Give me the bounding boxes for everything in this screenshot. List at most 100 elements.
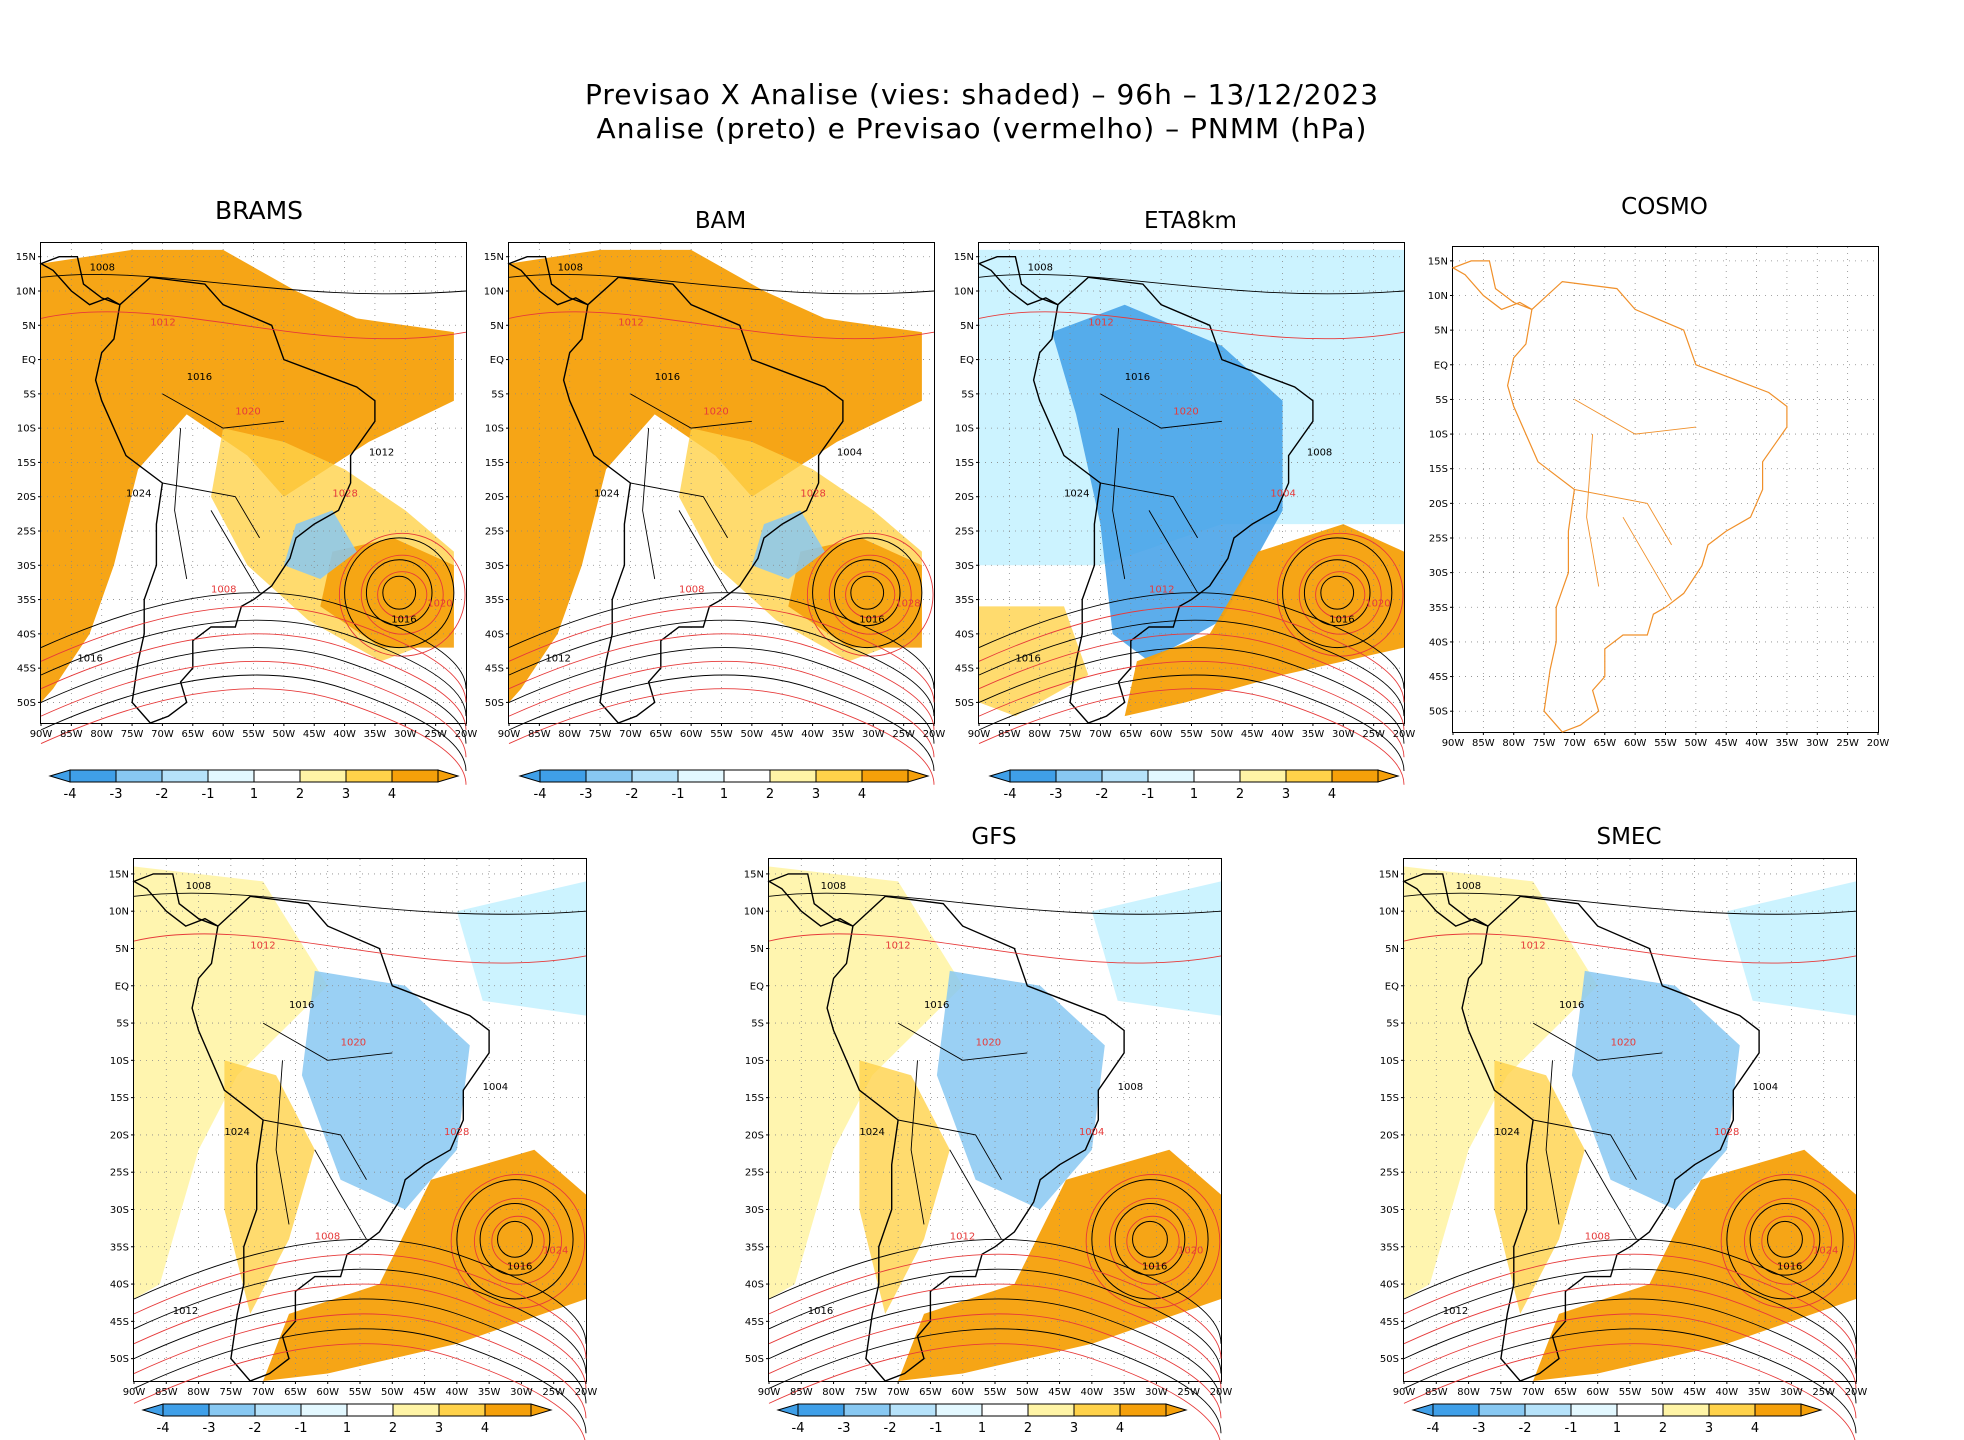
forecast-contour — [360, 554, 444, 635]
colorbar-segment — [207, 769, 255, 783]
analysis-contour — [1403, 892, 1857, 915]
bias-area — [859, 1060, 950, 1314]
x-tick-label: 45W — [413, 1387, 436, 1398]
y-tick-label: 25S — [485, 527, 504, 538]
colorbar-segment — [1055, 769, 1103, 783]
x-tick-label: 85W — [1472, 738, 1495, 749]
colorbar-label: -2 — [249, 1421, 262, 1436]
contour-label: 1016 — [655, 372, 680, 383]
country-border — [1100, 393, 1222, 429]
y-tick-label: 10S — [17, 424, 36, 435]
contour-label: 1004 — [1079, 1127, 1104, 1138]
colorbar-label: -4 — [157, 1421, 170, 1436]
contour-label: 1008 — [1307, 448, 1332, 459]
colorbar-label: -3 — [838, 1421, 851, 1436]
contour-label: 1008 — [1028, 262, 1053, 273]
y-tick-label: 30S — [1429, 568, 1448, 579]
analysis-contour — [1282, 537, 1393, 649]
x-tick-label: 50W — [273, 729, 296, 740]
colorbar-label: 1 — [720, 787, 728, 802]
colorbar-segment — [208, 1403, 256, 1417]
colorbar-label: 2 — [1659, 1421, 1667, 1436]
colorbar-label: -2 — [1519, 1421, 1532, 1436]
x-tick-label: 50W — [1651, 1387, 1674, 1398]
panel-smec: SMEC 1016 1024 1008 1012 1016 1020 1024 1028 100… — [1365, 810, 1867, 1440]
forecast-contour — [1403, 1283, 1857, 1389]
x-tick-label: 30W — [1145, 1387, 1168, 1398]
colorbar-label: 3 — [342, 787, 350, 802]
y-tick-label: EQ — [22, 355, 36, 366]
y-tick-label: 40S — [485, 629, 504, 640]
analysis-contour — [456, 1179, 574, 1300]
contour-label: 1016 — [1125, 372, 1150, 383]
y-tick-label: 15S — [1429, 464, 1448, 475]
colorbar-segment — [723, 769, 771, 783]
bias-area — [41, 249, 454, 703]
colorbar-min-arrow — [141, 1403, 164, 1417]
x-tick-label: 90W — [1442, 738, 1465, 749]
y-tick-label: 30S — [745, 1205, 764, 1216]
colorbar-segment — [1478, 1403, 1526, 1417]
y-tick-label: 10S — [955, 424, 974, 435]
analysis-contour — [1114, 1203, 1186, 1276]
y-tick-label: 25S — [1380, 1168, 1399, 1179]
x-tick-label: 80W — [822, 1387, 845, 1398]
country-border — [1545, 1060, 1560, 1225]
forecast-contour — [377, 571, 428, 619]
contour-label: 1016 — [289, 1000, 314, 1011]
x-tick-label: 50W — [381, 1387, 404, 1398]
y-tick-label: 10N — [744, 907, 764, 918]
analysis-contour — [1132, 1220, 1168, 1258]
forecast-contour — [768, 1313, 1222, 1419]
contour-label: 1028 — [1714, 1127, 1739, 1138]
x-tick-label: 45W — [303, 729, 326, 740]
forecast-contour — [1298, 554, 1382, 635]
bias-area — [301, 970, 470, 1210]
colorbar-max-arrow — [907, 769, 930, 783]
y-tick-label: EQ — [1385, 981, 1399, 992]
coastline — [507, 255, 589, 306]
colorbar-segment — [162, 1403, 210, 1417]
colorbar-label: -3 — [1050, 787, 1063, 802]
colorbar-segment — [1193, 769, 1241, 783]
x-tick-label: 90W — [758, 1387, 781, 1398]
y-tick-label: 15S — [955, 458, 974, 469]
colorbar-label: 3 — [1282, 787, 1290, 802]
map-canvas: 1016 1024 1008 1012 1016 1020 1024 1028 1004 1008… — [109, 859, 597, 1440]
figure-title-line1: Previsao X Analise (vies: shaded) – 96h … — [584, 78, 1380, 111]
x-tick-label: 40W — [1745, 738, 1768, 749]
forecast-contour — [1403, 933, 1857, 964]
colorbar-canvas: -4 -3 -2 -1 1 2 3 4 — [776, 1403, 1188, 1436]
forecast-contour — [768, 933, 1222, 964]
colorbar-label: -1 — [930, 1421, 943, 1436]
analysis-contour — [812, 537, 923, 649]
contour-label: 1012 — [545, 653, 570, 664]
panel-eta8km: ETA8km 1016 1020 1008 1012 1016 1020 1024 1004 1… — [940, 190, 1416, 802]
analysis-contour — [133, 1268, 587, 1374]
contour-label: 1012 — [618, 317, 643, 328]
x-tick-label: 60W — [316, 1387, 339, 1398]
x-tick-label: 55W — [1180, 729, 1203, 740]
x-tick-label: 80W — [90, 729, 113, 740]
analysis-contour — [833, 559, 901, 627]
x-tick-label: 45W — [771, 729, 794, 740]
colorbar-segment — [935, 1403, 983, 1417]
colorbar-segment — [484, 1403, 532, 1417]
x-tick-label: 55W — [1619, 1387, 1642, 1398]
high-analysis-label: 1016 — [391, 615, 416, 626]
forecast-contour — [508, 660, 935, 758]
x-tick-label: 55W — [984, 1387, 1007, 1398]
colorbar-segment — [815, 769, 863, 783]
forecast-contour — [491, 1215, 545, 1267]
colorbar-min-arrow — [1411, 1403, 1434, 1417]
x-tick-label: 40W — [333, 729, 356, 740]
analysis-contour — [1303, 559, 1371, 627]
colorbar-segment — [1027, 1403, 1075, 1417]
x-tick-label: 85W — [998, 729, 1021, 740]
colorbar-label: -4 — [792, 1421, 805, 1436]
x-tick-label: 75W — [855, 1387, 878, 1398]
x-tick-label: 30W — [510, 1387, 533, 1398]
contour-label: 1024 — [224, 1127, 249, 1138]
colorbar-segment — [797, 1403, 845, 1417]
analysis-contour — [1320, 575, 1355, 610]
